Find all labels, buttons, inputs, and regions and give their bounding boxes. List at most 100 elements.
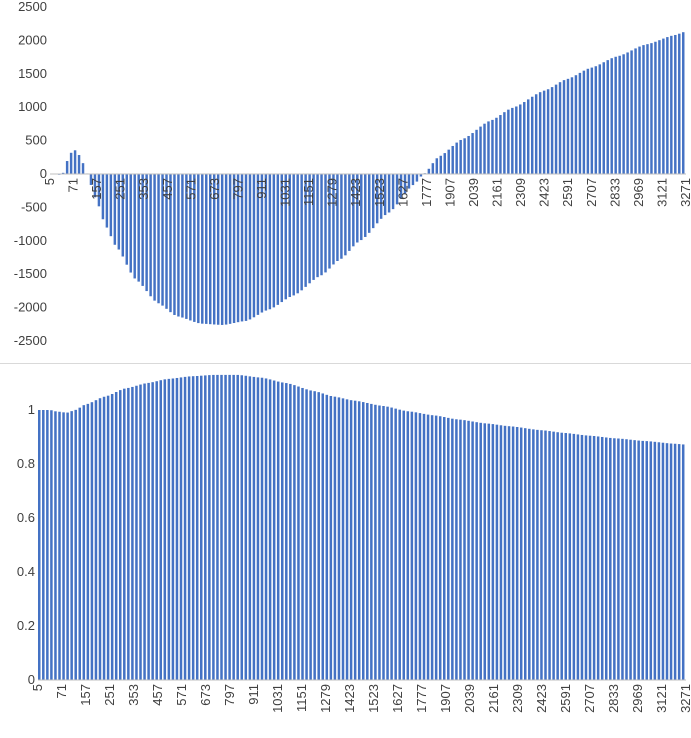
y-tick-label: 2000: [18, 32, 47, 47]
bar: [248, 174, 252, 320]
bar: [439, 155, 443, 174]
x-tick-label: 1423: [348, 178, 363, 207]
bar: [129, 174, 132, 273]
bar: [268, 379, 272, 680]
bar: [552, 431, 555, 680]
x-tick-label: 2707: [582, 684, 597, 713]
bar: [532, 429, 535, 680]
bar: [121, 174, 125, 257]
bar: [102, 396, 106, 680]
bar: [65, 161, 69, 174]
bar: [312, 174, 315, 280]
bar: [357, 401, 361, 680]
bar: [169, 174, 172, 313]
x-tick-label: 2707: [584, 178, 599, 207]
bar: [395, 174, 399, 205]
bar: [633, 440, 636, 680]
bar: [677, 444, 681, 680]
bar: [451, 145, 454, 174]
bar: [415, 174, 419, 182]
bar: [195, 375, 199, 680]
y-tick-label: 500: [25, 133, 47, 148]
bar: [336, 174, 339, 261]
x-tick-label: 571: [183, 178, 198, 200]
bar: [430, 415, 434, 680]
bar: [487, 423, 491, 680]
bar: [382, 406, 385, 680]
bar: [523, 102, 526, 174]
bar: [606, 60, 609, 175]
bar: [220, 174, 224, 325]
bar: [189, 174, 192, 321]
bar: [544, 430, 547, 680]
bar: [316, 174, 319, 278]
bar: [272, 174, 276, 308]
bar: [117, 174, 121, 250]
bar: [220, 374, 223, 680]
bar: [394, 408, 397, 680]
y-tick-label: -2500: [14, 333, 47, 348]
bar: [205, 174, 208, 324]
bar: [658, 40, 661, 174]
bar: [106, 395, 110, 680]
bar: [82, 405, 86, 680]
bar: [617, 438, 620, 680]
bar: [89, 174, 93, 185]
bar: [534, 94, 538, 174]
bar: [613, 438, 616, 680]
x-tick-label: 2309: [510, 684, 525, 713]
bar: [305, 389, 308, 680]
bar: [527, 99, 530, 174]
bar: [678, 33, 681, 175]
bar: [127, 387, 130, 680]
bar: [576, 434, 580, 680]
bar: [455, 142, 458, 174]
bar: [175, 377, 179, 680]
y-tick-label: 0: [28, 672, 35, 687]
bar: [495, 117, 498, 174]
bar: [630, 50, 633, 174]
bar: [638, 46, 641, 174]
bar: [459, 419, 462, 680]
bar: [487, 121, 490, 174]
bar: [157, 174, 160, 304]
bar: [634, 48, 637, 174]
bar: [530, 96, 534, 174]
bar: [371, 174, 375, 229]
bar: [626, 52, 629, 175]
x-tick-label: 1523: [366, 684, 381, 713]
bar: [610, 58, 613, 174]
bar: [463, 138, 466, 174]
bar: [149, 174, 152, 297]
bar: [383, 174, 387, 216]
bar: [572, 433, 576, 680]
bar: [560, 432, 563, 680]
x-tick-label: 2161: [490, 178, 505, 207]
bar: [256, 174, 260, 315]
bar: [427, 168, 431, 174]
bar: [387, 174, 391, 213]
bar: [179, 377, 183, 680]
bar: [77, 155, 81, 174]
bar: [119, 390, 122, 680]
bar: [228, 374, 231, 680]
bar: [629, 439, 632, 680]
bar: [503, 112, 506, 174]
bar: [467, 135, 470, 174]
bar: [337, 397, 341, 680]
bar: [666, 37, 669, 174]
bar: [550, 87, 554, 174]
bar: [325, 394, 329, 680]
bar: [155, 381, 158, 680]
bar: [280, 174, 284, 303]
bar: [232, 374, 235, 680]
bar: [366, 402, 369, 680]
bar: [61, 172, 65, 174]
bar: [414, 412, 418, 680]
bar: [248, 376, 252, 680]
x-tick-label: 2591: [560, 178, 575, 207]
bar: [410, 411, 414, 680]
bar: [131, 386, 134, 680]
bar: [471, 421, 474, 680]
bar: [332, 174, 335, 265]
